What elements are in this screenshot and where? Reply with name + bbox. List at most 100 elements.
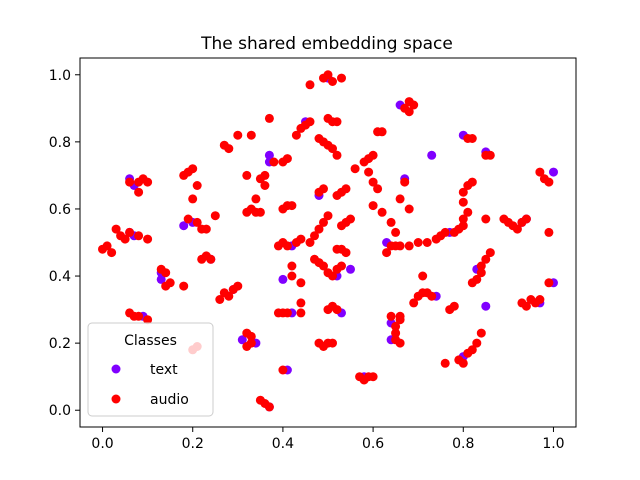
point-audio-173	[418, 271, 428, 281]
point-audio-161	[386, 311, 396, 321]
legend: Classes text audio	[87, 322, 214, 417]
y-tick-label: 0.0	[49, 403, 71, 419]
point-audio-137	[373, 184, 383, 194]
point-audio-75	[287, 271, 297, 281]
point-audio-11	[134, 311, 144, 321]
point-audio-46	[246, 130, 256, 140]
point-audio-212	[535, 167, 545, 177]
point-audio-91	[328, 77, 337, 86]
point-audio-145	[382, 248, 392, 258]
point-audio-160	[404, 204, 414, 214]
point-audio-163	[391, 328, 401, 338]
point-audio-52	[251, 194, 261, 204]
y-tick-label: 0.2	[49, 336, 71, 352]
point-text-41	[481, 301, 491, 311]
point-audio-206	[512, 224, 522, 234]
x-axis: 0.0 0.2 0.4 0.6 0.8 1.0	[91, 427, 565, 452]
point-audio-85	[296, 298, 306, 308]
point-audio-80	[287, 201, 297, 211]
point-audio-1	[102, 241, 112, 251]
point-audio-55	[260, 181, 270, 190]
point-audio-142	[386, 217, 396, 227]
point-audio-136	[368, 177, 378, 187]
point-audio-28	[183, 214, 193, 224]
point-audio-45	[233, 130, 243, 140]
y-axis: 0.0 0.2 0.4 0.6 0.8 1.0	[49, 68, 80, 419]
point-audio-25	[188, 164, 198, 174]
point-audio-63	[246, 338, 256, 348]
point-audio-27	[188, 194, 198, 204]
point-audio-187	[467, 134, 477, 143]
point-audio-124	[341, 248, 351, 258]
point-audio-17	[125, 177, 135, 187]
point-audio-189	[458, 358, 468, 368]
point-audio-218	[517, 298, 527, 308]
legend-marker-audio	[111, 394, 121, 404]
point-audio-110	[319, 261, 328, 271]
point-audio-51	[255, 207, 265, 217]
point-text-42	[156, 274, 166, 284]
point-audio-197	[472, 274, 482, 284]
point-audio-159	[395, 194, 405, 204]
point-audio-88	[305, 80, 315, 90]
y-tick-label: 1.0	[49, 68, 71, 84]
point-audio-106	[319, 217, 328, 227]
point-audio-31	[201, 224, 211, 234]
point-audio-192	[472, 338, 482, 348]
point-audio-182	[458, 197, 468, 207]
point-audio-165	[395, 338, 405, 348]
point-audio-72	[282, 241, 292, 251]
point-audio-7	[134, 231, 144, 241]
point-text-30	[427, 150, 437, 160]
point-audio-168	[409, 298, 419, 308]
point-audio-74	[296, 234, 306, 244]
point-audio-180	[458, 214, 468, 224]
point-audio-69	[282, 308, 292, 318]
point-audio-56	[264, 113, 274, 123]
point-audio-215	[544, 227, 554, 237]
y-tick-label: 0.8	[49, 135, 71, 151]
point-audio-181	[463, 207, 473, 217]
point-audio-103	[305, 238, 315, 247]
point-audio-211	[535, 295, 545, 304]
plot-frame	[79, 57, 577, 428]
point-audio-87	[278, 365, 288, 375]
point-audio-158	[400, 177, 410, 187]
x-tick-label: 0.2	[182, 436, 204, 452]
point-audio-141	[377, 207, 387, 217]
point-audio-162	[391, 321, 401, 331]
point-audio-100	[332, 117, 342, 127]
point-audio-135	[364, 167, 374, 177]
point-audio-105	[314, 224, 324, 234]
point-audio-84	[305, 117, 315, 127]
x-tick-label: 0.6	[362, 436, 384, 452]
point-audio-191	[467, 345, 477, 355]
point-text-15	[278, 274, 288, 284]
point-audio-222	[368, 372, 378, 382]
x-tick-label: 0.4	[272, 436, 294, 452]
point-audio-131	[350, 164, 360, 174]
point-audio-208	[521, 214, 531, 224]
legend-frame	[87, 322, 214, 417]
point-audio-148	[404, 241, 414, 251]
point-audio-61	[246, 331, 256, 341]
point-audio-130	[341, 184, 351, 194]
point-audio-172	[427, 291, 437, 301]
point-audio-57	[269, 157, 279, 167]
point-audio-6	[125, 227, 135, 237]
point-audio-54	[260, 170, 270, 180]
point-audio-96	[328, 144, 337, 154]
point-audio-3	[111, 224, 121, 234]
point-audio-127	[346, 214, 355, 224]
point-audio-195	[485, 150, 495, 160]
point-audio-16	[143, 177, 153, 187]
y-tick-label: 0.6	[49, 202, 71, 218]
point-audio-35	[206, 254, 216, 264]
x-tick-label: 0.8	[452, 436, 474, 452]
legend-marker-text	[111, 364, 121, 374]
legend-label-text: text	[150, 362, 178, 378]
point-audio-149	[413, 238, 423, 247]
point-audio-97	[332, 150, 342, 160]
point-audio-107	[323, 211, 333, 221]
point-audio-38	[215, 295, 225, 304]
